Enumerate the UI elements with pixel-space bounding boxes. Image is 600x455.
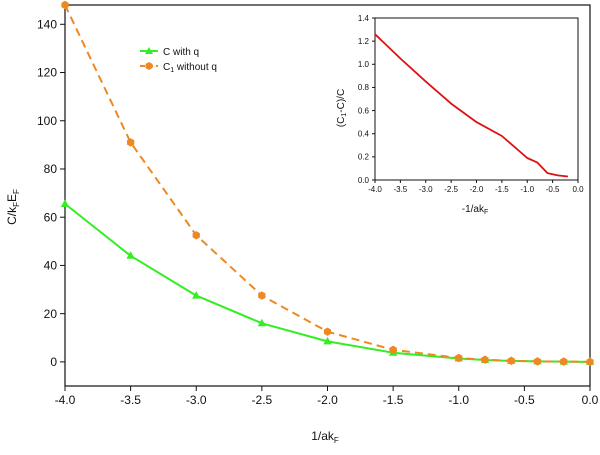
main-x-axis-title-sub: F bbox=[334, 436, 339, 445]
inset-x-axis-title: -1/akF bbox=[462, 204, 489, 216]
main-x-tick-label: -0.5 bbox=[514, 393, 535, 407]
inset-y-axis-title-part1: (C bbox=[336, 117, 347, 128]
inset-y-tick-label: 0.8 bbox=[358, 83, 370, 92]
inset-x-axis-title-main: -1/ak bbox=[462, 204, 485, 215]
main-series-0-point bbox=[257, 318, 267, 327]
inset-frame bbox=[374, 17, 579, 181]
main-series-1-point bbox=[560, 357, 568, 366]
main-y-tick-label: 20 bbox=[44, 307, 58, 321]
inset-y-tick-label: 0.2 bbox=[358, 153, 370, 162]
inset-x-tick-label: -0.5 bbox=[546, 185, 560, 194]
main-y-tick-label: 120 bbox=[37, 66, 57, 80]
main-y-tick-label: 100 bbox=[37, 114, 57, 128]
inset-series bbox=[374, 33, 568, 178]
inset-x-tick-label: -2.5 bbox=[444, 185, 458, 194]
main-y-tick-label: 40 bbox=[44, 259, 58, 273]
main-x-tick-label: -2.0 bbox=[317, 393, 338, 407]
legend-label-orange-sub: 1 bbox=[170, 67, 174, 74]
legend: C with q C1 without q bbox=[135, 44, 243, 78]
legend-box bbox=[135, 44, 243, 78]
main-series-1-point bbox=[192, 231, 200, 240]
inset-x-tick-label: -1.0 bbox=[520, 185, 534, 194]
inset-x-ticks: -4.0 -3.5 -3.0 -2.5 -2.0 -1.5 -1.0 -0.5 0.0 bbox=[368, 180, 584, 194]
main-y-axis-title-sub1: F bbox=[12, 202, 21, 207]
main-x-axis-title-main: 1/ak bbox=[311, 429, 335, 443]
inset-y-tick-label: 0.0 bbox=[358, 176, 370, 185]
main-y-tick-label: 80 bbox=[44, 162, 58, 176]
inset-x-tick-label: -4.0 bbox=[368, 185, 382, 194]
inset-y-tick-label: 0.6 bbox=[358, 106, 370, 115]
legend-label-orange-suffix: without q bbox=[174, 62, 217, 73]
main-x-tick-label: -3.5 bbox=[120, 393, 141, 407]
inset-series-0-line bbox=[374, 33, 568, 178]
main-y-tick-label: 60 bbox=[44, 210, 58, 224]
main-series-1-point bbox=[533, 357, 542, 366]
main-series-0-point bbox=[126, 251, 135, 259]
main-series-1-point bbox=[61, 0, 69, 10]
main-x-tick-label: -4.0 bbox=[55, 393, 76, 407]
inset-y-ticks: 0.0 0.2 0.4 0.6 0.8 1.0 1.2 1.4 bbox=[358, 14, 375, 185]
legend-marker-hexagon bbox=[145, 62, 153, 70]
inset-x-tick-label: -1.5 bbox=[495, 185, 509, 194]
main-series-1-point bbox=[586, 357, 594, 367]
main-x-ticks: -4.0 -3.5 -3.0 -2.5 -2.0 -1.5 -1.0 -0.5 0.0 bbox=[55, 386, 599, 407]
inset-x-tick-label: -3.5 bbox=[393, 185, 407, 194]
legend-label-green: C with q bbox=[163, 47, 199, 58]
legend-label-orange-main: C bbox=[163, 62, 170, 73]
main-series-1-point bbox=[127, 138, 135, 147]
inset-x-tick-label: -2.0 bbox=[470, 185, 484, 194]
main-y-axis-title-part1: C/k bbox=[5, 206, 19, 225]
main-y-axis-title: C/kFEF bbox=[5, 189, 21, 225]
main-x-axis-title: 1/akF bbox=[311, 429, 339, 445]
main-series bbox=[60, 0, 595, 367]
main-x-tick-label: 0.0 bbox=[582, 393, 599, 407]
main-series-1-line bbox=[64, 4, 591, 363]
inset-y-axis-title-sub: 1 bbox=[341, 113, 348, 117]
main-series-0-point bbox=[192, 291, 201, 299]
main-x-tick-label: -2.5 bbox=[252, 393, 273, 407]
main-series-1-point bbox=[455, 353, 463, 363]
legend-label-orange: C1 without q bbox=[163, 62, 217, 74]
inset-y-axis-title: (C1-C)/C bbox=[336, 89, 348, 127]
main-series-0-line bbox=[64, 203, 591, 363]
main-y-tick-label: 0 bbox=[50, 355, 57, 369]
main-series-0-point bbox=[60, 199, 70, 207]
main-series-0-point bbox=[323, 336, 332, 345]
main-y-axis-title-part2: E bbox=[5, 194, 19, 202]
inset-y-tick-label: 1.4 bbox=[358, 14, 370, 23]
inset-y-axis-title-part2: -C)/C bbox=[336, 89, 347, 113]
main-x-tick-label: -1.0 bbox=[448, 393, 469, 407]
main-series-1-point bbox=[258, 291, 266, 300]
main-x-tick-label: -3.0 bbox=[186, 393, 207, 407]
inset-x-tick-label: 0.0 bbox=[572, 185, 584, 194]
inset-y-tick-label: 0.4 bbox=[358, 130, 370, 139]
main-series-1-point bbox=[481, 355, 489, 364]
inset-y-tick-label: 1.0 bbox=[358, 60, 370, 69]
main-series-1-point bbox=[323, 327, 332, 336]
legend-marker-triangle bbox=[145, 47, 153, 54]
main-y-axis-title-sub2: F bbox=[12, 189, 21, 194]
inset-x-axis-title-sub: F bbox=[484, 209, 488, 216]
main-x-tick-label: -1.5 bbox=[383, 393, 404, 407]
inset-y-tick-label: 1.2 bbox=[358, 37, 370, 46]
main-series-1-point bbox=[507, 356, 515, 365]
inset-axes bbox=[374, 17, 579, 181]
main-y-tick-label: 140 bbox=[37, 17, 57, 31]
main-series-1-point bbox=[389, 345, 397, 354]
inset-x-tick-label: -3.0 bbox=[419, 185, 433, 194]
main-y-ticks: 0 20 40 60 80 100 120 140 bbox=[37, 17, 65, 369]
